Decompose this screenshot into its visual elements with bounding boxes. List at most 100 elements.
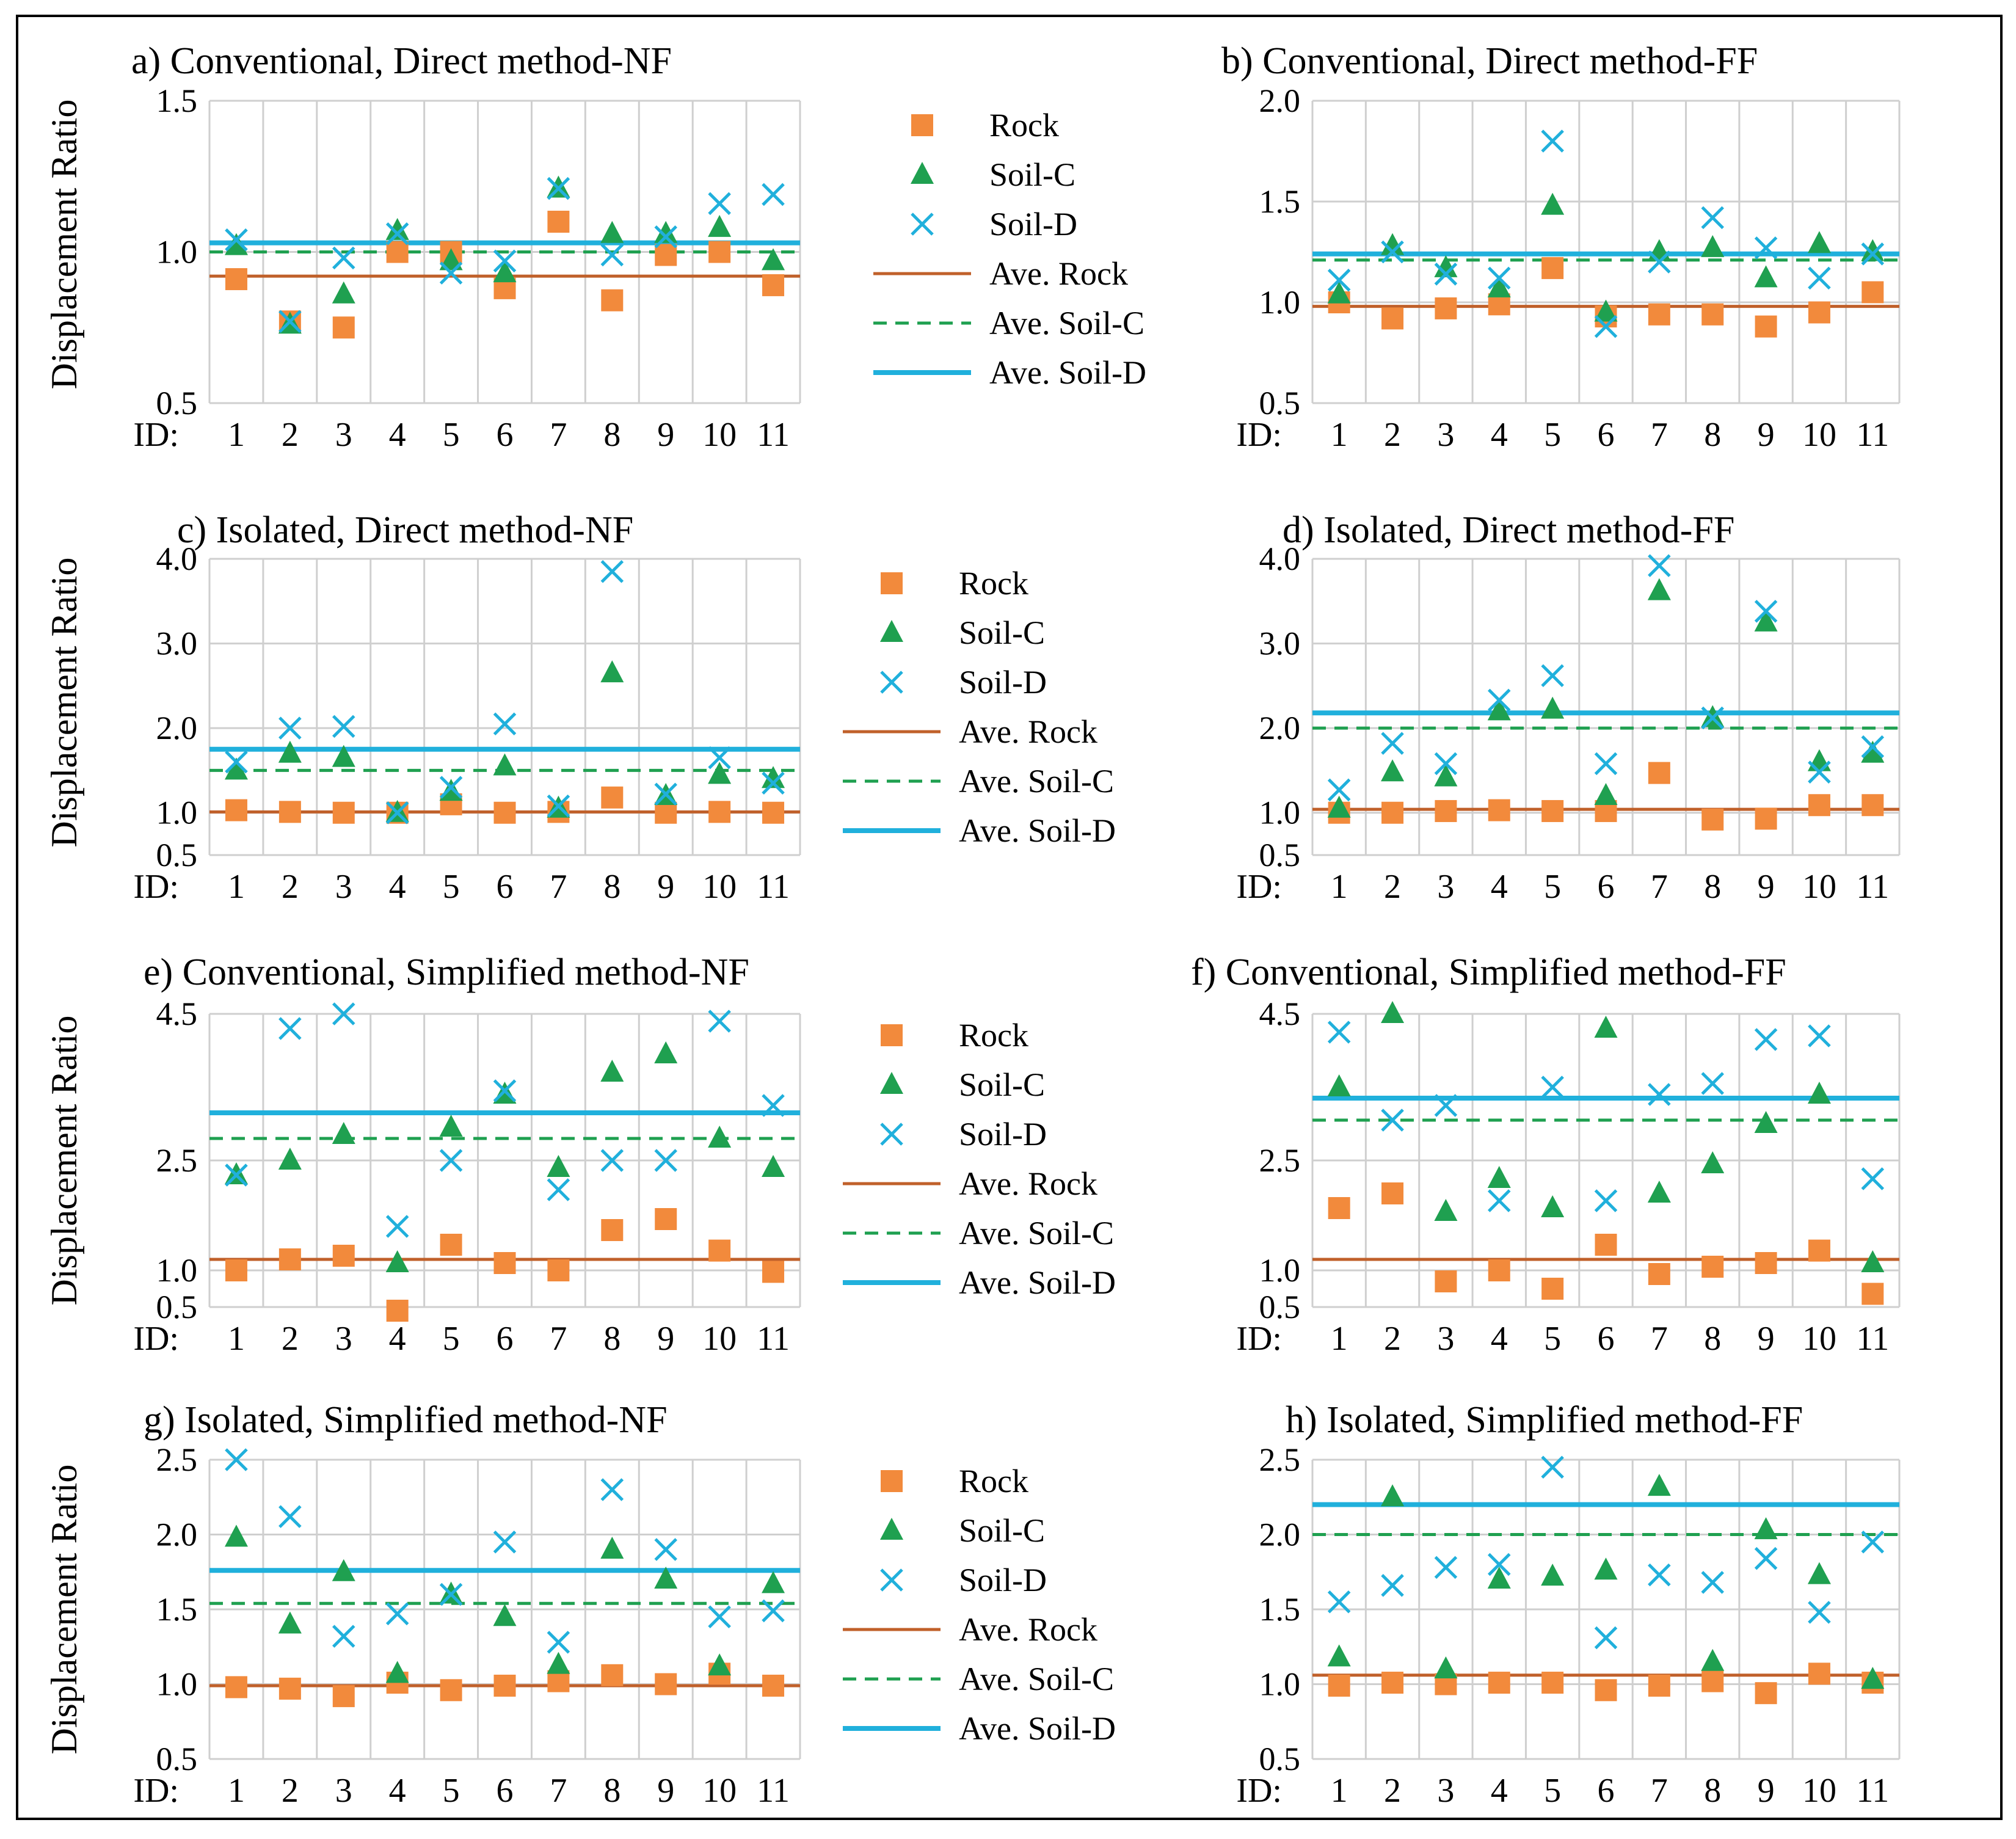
marker-soil-d	[1861, 242, 1885, 266]
marker-soil-c	[762, 766, 785, 788]
marker-soil-d	[600, 560, 624, 583]
x-tick-label: 9	[657, 1772, 674, 1810]
x-tick-label: 5	[443, 868, 460, 906]
x-tick-label: 8	[603, 416, 620, 454]
x-tick-label: 4	[389, 868, 406, 906]
marker-rock	[225, 799, 247, 821]
marker-soil-d	[332, 1002, 355, 1025]
marker-soil-c	[332, 1122, 355, 1144]
x-tick-label: 9	[657, 416, 674, 454]
marker-rock	[1701, 808, 1724, 831]
chart-title: e) Conventional, Simplified method-NF	[144, 952, 749, 993]
marker-rock	[1648, 1674, 1670, 1697]
x-tick-label: 5	[443, 416, 460, 454]
marker-soil-d	[1488, 1189, 1511, 1212]
marker-rock	[1541, 257, 1564, 279]
marker-rock	[708, 1239, 731, 1262]
marker-soil-d	[1327, 778, 1351, 802]
chart-title: g) Isolated, Simplified method-NF	[144, 1399, 668, 1441]
marker-rock	[278, 801, 301, 823]
marker-rock	[762, 1674, 785, 1697]
marker-rock	[278, 1677, 301, 1700]
x-tick-label: 3	[335, 416, 352, 454]
marker-soil-d	[1434, 263, 1458, 286]
marker-soil-d	[708, 1605, 731, 1629]
marker-rock	[225, 268, 247, 291]
legend: Rock Soil-C Soil-D Ave. Rock Ave. Soil-C Ave.…	[843, 1463, 1116, 1747]
marker-rock	[1755, 1682, 1777, 1705]
marker-soil-d	[547, 794, 570, 818]
marker-soil-c	[1487, 1567, 1511, 1589]
marker-soil-d	[385, 1602, 409, 1626]
marker-soil-c	[1861, 740, 1885, 763]
x-axis-prefix: ID:	[1236, 1772, 1282, 1810]
x-tick-label: 5	[1544, 1320, 1561, 1358]
chart-7: 0.5 1.0 1.5 2.0 2.5 ID: 1 2 3 4 5 6 7 8 9 10 11 h) Isolat…	[1236, 1399, 1901, 1810]
marker-rock	[225, 1676, 247, 1699]
legend-marker-soil-d	[911, 213, 934, 236]
marker-rock	[278, 1248, 301, 1270]
y-tick-label: 2.5	[156, 1441, 198, 1478]
marker-soil-c	[1381, 233, 1405, 255]
x-tick-label: 9	[657, 868, 674, 906]
marker-rock	[1755, 315, 1777, 338]
x-tick-label: 6	[497, 868, 514, 906]
marker-soil-c	[278, 740, 302, 763]
marker-soil-d	[600, 1149, 624, 1172]
marker-rock	[1701, 1256, 1724, 1278]
marker-rock	[1755, 807, 1777, 830]
y-tick-label: 0.5	[156, 385, 198, 421]
y-tick-label: 1.5	[156, 82, 198, 119]
y-tick-label: 0.5	[1259, 385, 1301, 421]
x-tick-label: 1	[228, 1772, 245, 1810]
legend-label: Soil-D	[959, 1562, 1047, 1598]
marker-rock	[1435, 1270, 1457, 1292]
marker-soil-c	[1327, 1074, 1351, 1096]
x-tick-label: 11	[757, 1772, 790, 1810]
marker-soil-c	[762, 1571, 785, 1593]
chart-title: h) Isolated, Simplified method-FF	[1286, 1399, 1803, 1441]
marker-soil-d	[1701, 206, 1724, 230]
x-tick-label: 10	[1802, 868, 1836, 906]
x-tick-label: 9	[1758, 868, 1775, 906]
chart-title: d) Isolated, Direct method-FF	[1283, 509, 1734, 551]
x-tick-label: 7	[1651, 1320, 1668, 1358]
marker-soil-d	[1327, 1590, 1351, 1614]
marker-rock	[1381, 801, 1404, 824]
legend-marker-rock	[881, 1024, 903, 1046]
y-tick-label: 0.5	[156, 1289, 198, 1325]
marker-soil-c	[1541, 1564, 1565, 1586]
y-tick-label: 2.0	[1259, 710, 1301, 746]
marker-soil-d	[278, 1505, 302, 1528]
marker-soil-c	[1327, 281, 1351, 304]
marker-soil-c	[1594, 1557, 1618, 1580]
marker-soil-d	[1701, 1072, 1724, 1095]
legend-label: Soil-C	[989, 156, 1075, 193]
chart-title: f) Conventional, Simplified method-FF	[1191, 952, 1786, 993]
marker-soil-c	[385, 1250, 409, 1272]
marker-rock	[1488, 1259, 1510, 1281]
marker-rock	[708, 801, 731, 823]
x-tick-label: 3	[1437, 868, 1454, 906]
marker-soil-d	[1541, 1076, 1564, 1099]
marker-soil-c	[600, 1537, 624, 1559]
legend-label: Rock	[989, 107, 1059, 144]
x-axis-prefix: ID:	[1236, 1320, 1282, 1358]
marker-soil-d	[225, 1163, 248, 1187]
x-tick-label: 2	[282, 416, 299, 454]
marker-soil-d	[1381, 240, 1404, 264]
marker-soil-d	[1327, 268, 1351, 292]
x-tick-label: 5	[1544, 1772, 1561, 1810]
marker-rock	[547, 211, 570, 233]
marker-soil-d	[1861, 735, 1885, 759]
marker-rock	[1381, 1182, 1404, 1204]
marker-soil-d	[1701, 706, 1724, 730]
marker-soil-c	[1647, 1181, 1671, 1203]
x-tick-label: 3	[335, 1320, 352, 1358]
legend-label: Ave. Rock	[959, 713, 1097, 750]
x-tick-label: 11	[757, 1320, 790, 1358]
marker-rock	[493, 1252, 516, 1274]
marker-soil-d	[1488, 1553, 1511, 1576]
marker-soil-d	[493, 249, 517, 273]
